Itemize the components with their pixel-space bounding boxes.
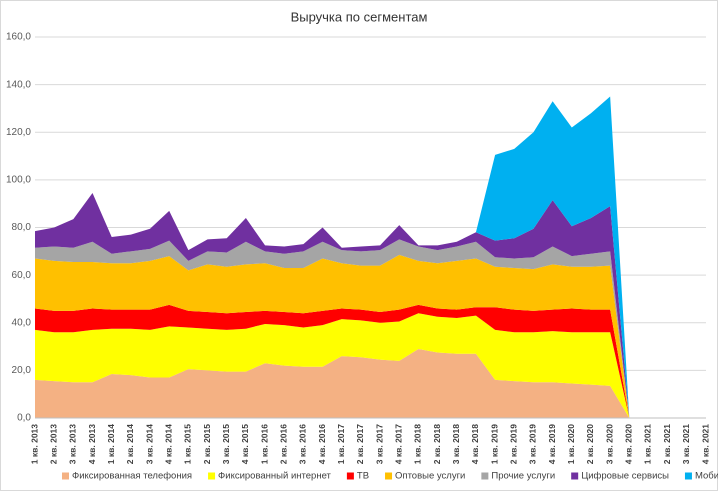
x-tick-label: 1 кв. 2016	[259, 424, 269, 464]
x-tick-label: 3 кв. 2018	[451, 424, 461, 464]
area	[35, 348, 630, 418]
x-tick-label: 3 кв. 2013	[68, 424, 78, 464]
y-tick-label: 40,0	[12, 317, 32, 328]
legend-swatch	[571, 472, 579, 480]
chart-title: Выручка по сегментам	[291, 9, 428, 24]
x-tick-label: 4 кв. 2019	[547, 424, 557, 464]
x-tick-label: 3 кв. 2021	[681, 424, 691, 464]
x-tick-label: 2 кв. 2016	[278, 424, 288, 464]
legend-swatch	[208, 472, 216, 480]
x-tick-label: 2 кв. 2017	[355, 424, 365, 464]
legend-label: Фиксированный интернет	[218, 471, 331, 482]
x-tick-label: 1 кв. 2015	[183, 424, 193, 464]
x-tick-label: 1 кв. 2021	[643, 424, 653, 464]
x-tick-label: 3 кв. 2016	[298, 424, 308, 464]
x-tick-label: 2 кв. 2019	[509, 424, 519, 464]
x-tick-label: 4 кв. 2014	[163, 424, 173, 464]
x-tick-label: 1 кв. 2018	[413, 424, 423, 464]
x-tick-label: 4 кв. 2015	[240, 424, 250, 464]
legend-label: Цифровые сервисы	[581, 471, 669, 482]
x-tick-label: 4 кв. 2016	[317, 424, 327, 464]
legend-swatch	[481, 472, 489, 480]
y-tick-label: 20,0	[12, 365, 32, 376]
x-tick-label: 1 кв. 2017	[336, 424, 346, 464]
y-tick-label: 80,0	[12, 222, 32, 233]
y-tick-label: 60,0	[12, 270, 32, 281]
x-tick-label: 1 кв. 2014	[106, 424, 116, 464]
legend-swatch	[385, 472, 393, 480]
x-tick-label: 2 кв. 2015	[202, 424, 212, 464]
x-tick-label: 4 кв. 2021	[700, 424, 710, 464]
x-tick-label: 2 кв. 2018	[432, 424, 442, 464]
x-tick-label: 4 кв. 2018	[470, 424, 480, 464]
legend-label: Мобильная связь	[695, 471, 718, 482]
x-tick-label: 3 кв. 2020	[604, 424, 614, 464]
y-tick-label: 120,0	[6, 127, 31, 138]
x-tick-label: 4 кв. 2017	[394, 424, 404, 464]
legend-label: Прочие услуги	[491, 471, 555, 482]
x-tick-label: 3 кв. 2019	[528, 424, 538, 464]
x-tick-label: 2 кв. 2013	[48, 424, 58, 464]
legend-swatch	[684, 472, 692, 480]
area	[35, 192, 630, 418]
y-tick-label: 160,0	[6, 32, 31, 43]
legend-swatch	[346, 472, 354, 480]
x-tick-label: 4 кв. 2013	[87, 424, 97, 464]
y-tick-label: 0,0	[17, 413, 31, 424]
area	[35, 254, 630, 418]
x-tick-label: 2 кв. 2021	[662, 424, 672, 464]
x-tick-label: 3 кв. 2017	[374, 424, 384, 464]
x-tick-label: 2 кв. 2014	[125, 424, 135, 464]
legend-label: Фиксированная телефония	[72, 471, 192, 482]
area	[35, 313, 630, 418]
legend-swatch	[62, 472, 69, 480]
area	[35, 96, 630, 418]
x-tick-label: 1 кв. 2013	[29, 424, 39, 464]
x-tick-label: 3 кв. 2015	[221, 424, 231, 464]
area	[35, 304, 630, 418]
legend-label: ТВ	[357, 471, 369, 482]
y-tick-label: 140,0	[6, 79, 31, 90]
legend-label: Оптовые услуги	[395, 471, 465, 482]
x-tick-label: 1 кв. 2019	[489, 424, 499, 464]
area	[35, 239, 630, 418]
x-tick-label: 2 кв. 2020	[585, 424, 595, 464]
x-tick-label: 3 кв. 2014	[144, 424, 154, 464]
x-tick-label: 1 кв. 2020	[566, 424, 576, 464]
y-tick-label: 100,0	[6, 175, 31, 186]
x-tick-label: 4 кв. 2020	[624, 424, 634, 464]
